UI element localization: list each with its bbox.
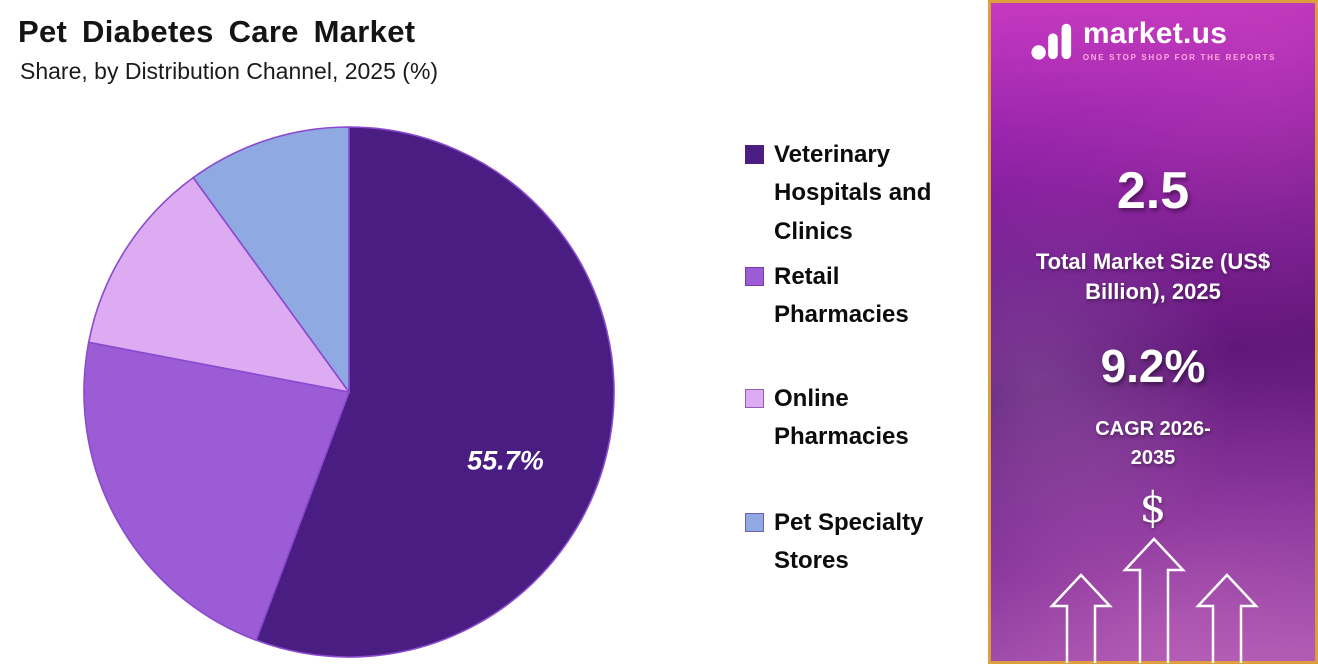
growth-arrow-icon bbox=[1122, 537, 1186, 663]
legend-item-label: Retail Pharmacies bbox=[774, 263, 909, 329]
marketus-logo-icon bbox=[1031, 23, 1071, 60]
pie-slice-3 bbox=[87, 176, 351, 394]
legend-swatch bbox=[745, 389, 764, 408]
legend-swatch bbox=[745, 267, 764, 286]
info-panel: market.us ONE STOP SHOP FOR THE REPORTS … bbox=[988, 0, 1318, 664]
brand-tagline: ONE STOP SHOP FOR THE REPORTS bbox=[1082, 53, 1277, 62]
chart-legend: Veterinary Hospitals and Clinics Retail … bbox=[745, 0, 970, 664]
pie-slice-1 bbox=[255, 126, 615, 658]
brand-logo: market.us ONE STOP SHOP FOR THE REPORTS bbox=[991, 19, 1315, 62]
growth-arrow-icon bbox=[1049, 573, 1113, 663]
brand-text: market.us ONE STOP SHOP FOR THE REPORTS bbox=[1082, 17, 1277, 63]
dollar-icon: $ bbox=[1139, 483, 1167, 532]
market-size-label: Total Market Size (US$ Billion), 2025 bbox=[1035, 249, 1271, 304]
legend-item: Veterinary Hospitals and Clinics bbox=[745, 136, 952, 251]
pie-chart-svg: 55.7% bbox=[83, 126, 615, 658]
growth-arrow-icon bbox=[1195, 573, 1259, 663]
legend-item-label: Online Pharmacies bbox=[774, 385, 909, 451]
slice-data-label: 55.7% bbox=[467, 445, 544, 475]
legend-item: Retail Pharmacies bbox=[745, 258, 952, 335]
cagr-label: CAGR 2026-2035 bbox=[1095, 418, 1211, 469]
brand-name: market.us bbox=[1082, 17, 1228, 50]
legend-swatch bbox=[745, 145, 764, 164]
page-title: Pet Diabetes Care Market bbox=[18, 14, 416, 49]
pie-slice-2 bbox=[83, 341, 351, 642]
legend-item: Online Pharmacies bbox=[745, 380, 952, 457]
growth-arrows-icon bbox=[1049, 537, 1259, 663]
page-subtitle: Share, by Distribution Channel, 2025 (%) bbox=[20, 58, 439, 84]
market-size-value: 2.5 bbox=[1116, 162, 1190, 220]
legend-item: Pet Specialty Stores bbox=[745, 504, 952, 581]
legend-item-label: Pet Specialty Stores bbox=[774, 509, 924, 575]
cagr-value: 9.2% bbox=[1100, 340, 1206, 392]
pie-slice-4 bbox=[192, 126, 350, 395]
legend-item-label: Veterinary Hospitals and Clinics bbox=[774, 141, 932, 245]
pie-chart: 55.7% bbox=[75, 118, 623, 664]
legend-swatch bbox=[745, 513, 764, 532]
